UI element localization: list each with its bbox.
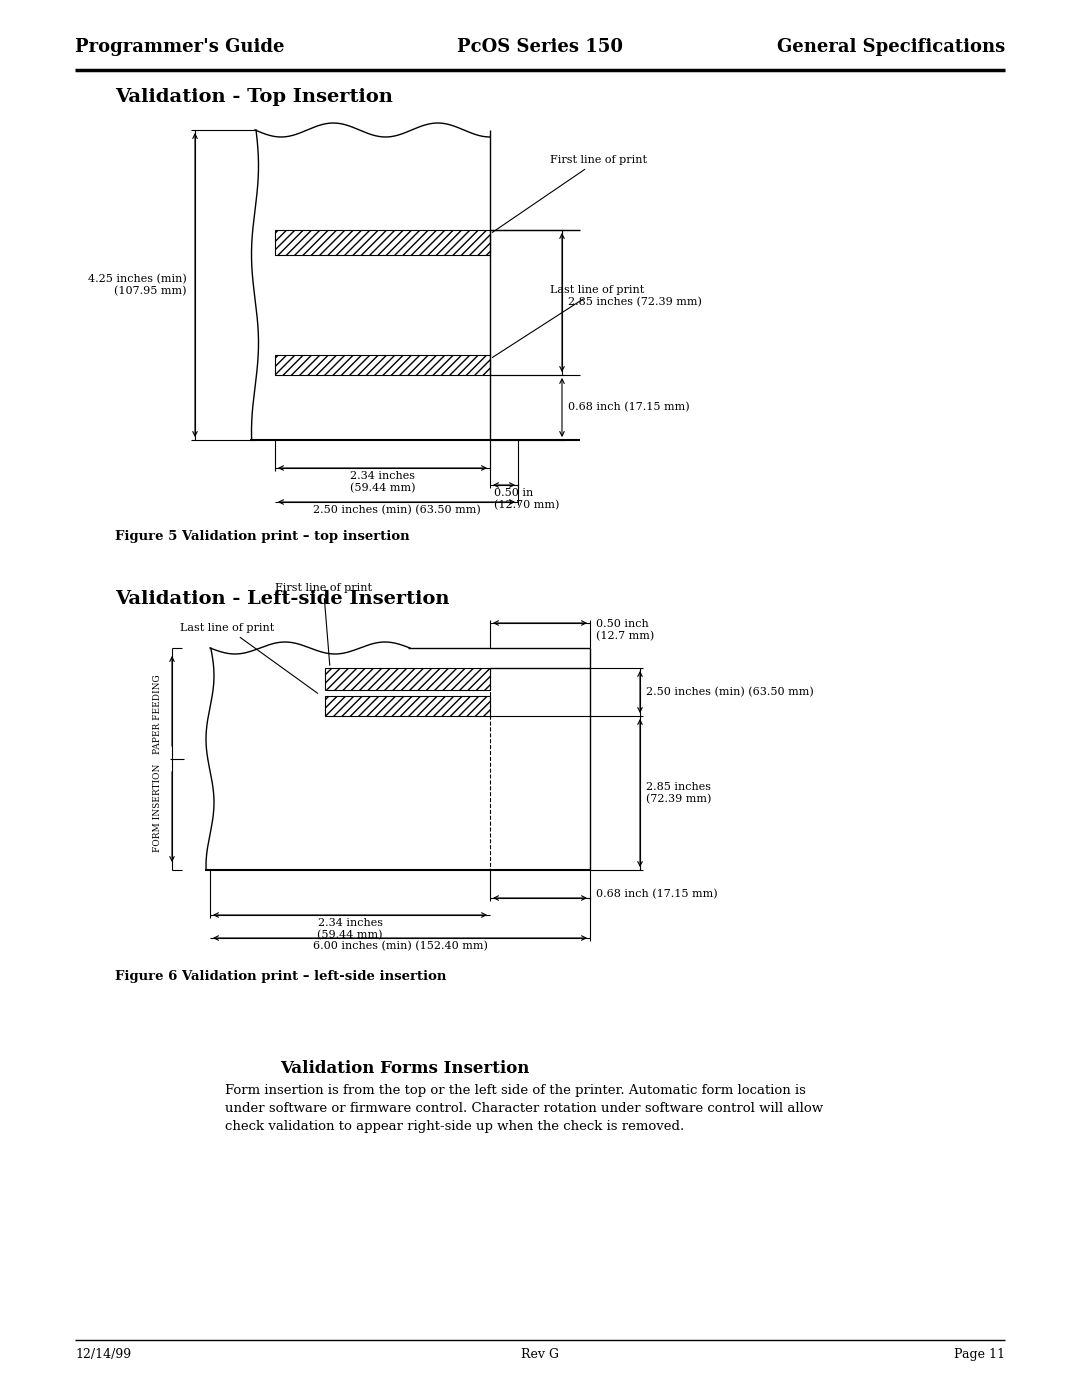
Text: 2.34 inches
(59.44 mm): 2.34 inches (59.44 mm) — [318, 918, 382, 940]
Text: 0.68 inch (17.15 mm): 0.68 inch (17.15 mm) — [568, 402, 690, 412]
Text: Validation - Left-side Insertion: Validation - Left-side Insertion — [114, 590, 449, 608]
Text: Last line of print: Last line of print — [180, 623, 318, 693]
Bar — [275, 231, 490, 256]
Text: Form insertion is from the top or the left side of the printer. Automatic form l: Form insertion is from the top or the le… — [225, 1084, 806, 1097]
Text: Page 11: Page 11 — [954, 1348, 1005, 1361]
Text: 6.00 inches (min) (152.40 mm): 6.00 inches (min) (152.40 mm) — [312, 942, 487, 951]
Text: Last line of print: Last line of print — [492, 285, 645, 358]
Text: Figure 6 Validation print – left-side insertion: Figure 6 Validation print – left-side in… — [114, 970, 446, 983]
Text: Rev G: Rev G — [521, 1348, 559, 1361]
Bar — [325, 668, 490, 690]
Text: 4.25 inches (min)
(107.95 mm): 4.25 inches (min) (107.95 mm) — [89, 274, 187, 296]
Text: PAPER FEEDING: PAPER FEEDING — [153, 675, 162, 754]
Text: 2.50 inches (min) (63.50 mm): 2.50 inches (min) (63.50 mm) — [312, 504, 481, 515]
Text: First line of print: First line of print — [492, 155, 647, 232]
Text: 0.50 inch
(12.7 mm): 0.50 inch (12.7 mm) — [596, 619, 654, 641]
Text: Figure 5 Validation print – top insertion: Figure 5 Validation print – top insertio… — [114, 529, 409, 543]
Text: PcOS Series 150: PcOS Series 150 — [457, 38, 623, 56]
Text: 12/14/99: 12/14/99 — [75, 1348, 131, 1361]
Bar — [275, 355, 490, 374]
Text: Validation - Top Insertion: Validation - Top Insertion — [114, 88, 393, 106]
Text: 2.50 inches (min) (63.50 mm): 2.50 inches (min) (63.50 mm) — [646, 687, 813, 697]
Text: 2.85 inches (72.39 mm): 2.85 inches (72.39 mm) — [568, 298, 702, 307]
Text: under software or firmware control. Character rotation under software control wi: under software or firmware control. Char… — [225, 1102, 823, 1115]
Text: FORM INSERTION: FORM INSERTION — [153, 764, 162, 852]
Text: check validation to appear right-side up when the check is removed.: check validation to appear right-side up… — [225, 1120, 685, 1133]
Text: First line of print: First line of print — [275, 583, 372, 665]
Text: 0.68 inch (17.15 mm): 0.68 inch (17.15 mm) — [596, 888, 717, 900]
Text: Validation Forms Insertion: Validation Forms Insertion — [280, 1060, 529, 1077]
Text: 2.34 inches
(59.44 mm): 2.34 inches (59.44 mm) — [350, 471, 415, 493]
Text: Programmer's Guide: Programmer's Guide — [75, 38, 284, 56]
Text: General Specifications: General Specifications — [777, 38, 1005, 56]
Text: 0.50 in
(12.70 mm): 0.50 in (12.70 mm) — [494, 488, 559, 510]
Text: 2.85 inches
(72.39 mm): 2.85 inches (72.39 mm) — [646, 782, 712, 805]
Bar — [325, 696, 490, 717]
